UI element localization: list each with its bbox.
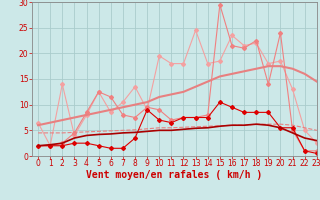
X-axis label: Vent moyen/en rafales ( km/h ): Vent moyen/en rafales ( km/h ) bbox=[86, 170, 262, 180]
